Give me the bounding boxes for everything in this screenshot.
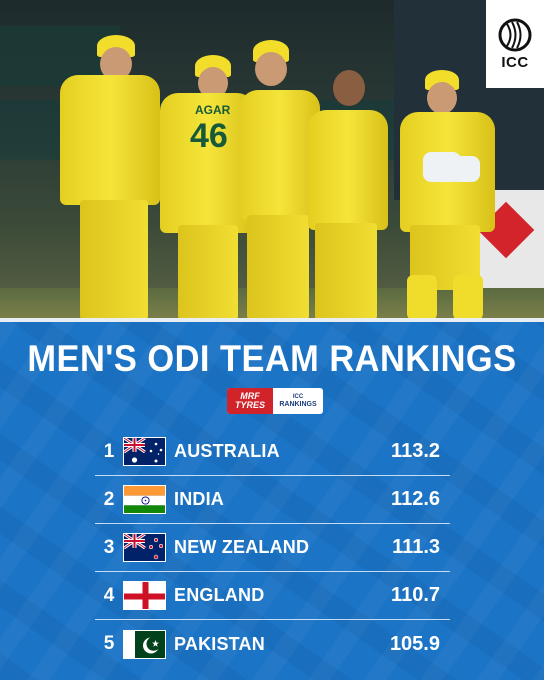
- team-rating: 113.2: [391, 440, 440, 462]
- team-name: AUSTRALIA: [174, 441, 280, 461]
- team-name: NEW ZEALAND: [174, 537, 310, 557]
- sponsor-badge: MRF TYRES ICC RANKINGS: [227, 388, 323, 414]
- icc-cricket-ball-icon: [498, 18, 532, 51]
- team-name: INDIA: [174, 489, 224, 509]
- rankings-table: 1 AUSTRALIA 113.2 2: [95, 428, 450, 668]
- pakistan-flag-icon: [123, 629, 166, 659]
- page-title: MEN'S ODI TEAM RANKINGS: [27, 338, 517, 379]
- table-row: 1 AUSTRALIA 113.2: [95, 428, 450, 476]
- player-right-center: [305, 65, 390, 318]
- rank-number: 4: [103, 584, 115, 606]
- jersey-name: AGAR: [195, 103, 231, 117]
- team-rating: 105.9: [389, 632, 440, 655]
- table-row: 5 PAKISTAN 105.9: [95, 620, 450, 668]
- table-row: 4 ENGLAND 110.7: [95, 572, 450, 620]
- team-rating: 110.7: [391, 584, 440, 606]
- mrf-tyres-logo: MRF TYRES: [227, 388, 273, 414]
- team-name: PAKISTAN: [174, 633, 265, 654]
- sponsor-brand-line1: MRF: [240, 391, 260, 401]
- icc-logo-text: ICC: [501, 53, 529, 71]
- sponsor-badge-line2: RANKINGS: [279, 401, 317, 408]
- england-flag-icon: [123, 581, 166, 610]
- team-rating: 112.6: [391, 488, 440, 510]
- player-agar: AGAR 46: [160, 55, 255, 318]
- icc-rankings-logo: ICC RANKINGS: [273, 388, 323, 414]
- icc-logo: ICC: [486, 0, 544, 88]
- sponsor-badge-line1: ICC: [292, 394, 304, 400]
- team-celebration-photo: AGAR 46 ICC: [0, 0, 544, 318]
- table-row: 3 NEW ZEALAND 111.3: [95, 524, 450, 572]
- table-row: 2 INDIA 112.6: [95, 476, 450, 524]
- new-zealand-flag-icon: [123, 533, 166, 562]
- panel-divider: [0, 318, 544, 322]
- jersey-number: 46: [190, 117, 228, 155]
- rank-number: 1: [103, 440, 115, 462]
- player-wicketkeeper: [395, 70, 500, 318]
- rank-number: 2: [103, 488, 115, 510]
- team-rating: 111.3: [392, 536, 440, 558]
- india-flag-icon: [123, 485, 166, 514]
- sponsor-brand-line2: TYRES: [234, 400, 265, 410]
- rank-number: 5: [103, 633, 115, 654]
- player-left: [55, 35, 165, 318]
- rank-number: 3: [103, 536, 115, 558]
- australia-flag-icon: [123, 437, 166, 466]
- rankings-panel: [0, 318, 544, 680]
- team-name: ENGLAND: [174, 585, 265, 605]
- player-center: [235, 40, 325, 318]
